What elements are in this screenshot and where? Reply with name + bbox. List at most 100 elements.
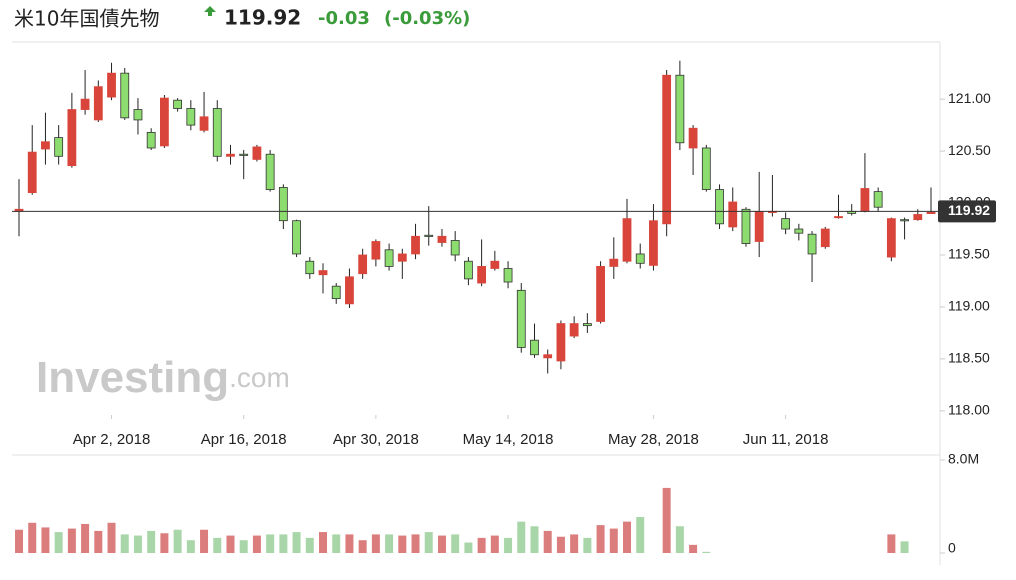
x-tick-label: Jun 11, 2018 [743, 431, 829, 448]
candle-body [635, 253, 645, 264]
volume-bar [358, 540, 367, 553]
volume-bar [28, 522, 37, 553]
candle-body [754, 210, 764, 242]
volume-bar [702, 551, 711, 553]
volume-bar [609, 528, 618, 553]
y-tick-label: 119.00 [948, 298, 990, 314]
volume-bar [173, 529, 182, 553]
volume-bar [332, 534, 341, 553]
candle-body [411, 235, 420, 255]
candle-body [199, 116, 209, 131]
volume-bar [120, 534, 129, 553]
volume-bar [623, 521, 632, 553]
chart-title: 米10年国債先物 [14, 7, 159, 31]
volume-bar [345, 534, 354, 553]
volume-bar [887, 534, 896, 553]
candle-body [120, 72, 130, 119]
volume-bar [583, 537, 592, 553]
candle-body [27, 151, 37, 194]
volume-bar [279, 534, 288, 553]
candle-body [873, 191, 883, 208]
volume-bar [107, 522, 116, 553]
candle-body [318, 270, 328, 276]
candle-body [569, 323, 579, 337]
candle-body [186, 108, 196, 126]
candle-body [345, 276, 354, 305]
candle-body [596, 266, 605, 322]
candle-body [252, 146, 262, 160]
candle-body [305, 260, 315, 275]
volume-bar [517, 521, 526, 553]
volume-bar [675, 526, 684, 553]
last-price-box [938, 200, 996, 223]
volume-bar [490, 535, 499, 553]
candle-body [649, 220, 658, 266]
candle-body [886, 218, 896, 258]
candle-body [371, 241, 381, 260]
last-price-label: 119.92 [948, 202, 990, 218]
volume-bar [54, 532, 63, 553]
volume-bar [200, 529, 209, 553]
x-tick-label: Apr 16, 2018 [201, 431, 287, 448]
candle-body [278, 187, 288, 222]
candle-body [265, 153, 275, 190]
candle-body [926, 211, 936, 214]
y-tick-label: 118.00 [948, 402, 990, 418]
volume-bar [41, 527, 50, 553]
candle-body [807, 233, 817, 255]
last-price: 119.92 [224, 6, 301, 30]
volume-bar [226, 535, 235, 553]
candle-body [212, 108, 222, 157]
candle-body [424, 234, 434, 237]
watermark-suffix: .com [229, 362, 290, 393]
volume-bar [662, 487, 671, 553]
candle-body [239, 153, 249, 156]
volume-bar [411, 534, 420, 553]
volume-bar [398, 535, 407, 553]
y-tick-label: 119.50 [948, 246, 990, 262]
candle-body [794, 228, 804, 234]
y-tick-label: 118.50 [948, 350, 990, 366]
volume-bar [186, 540, 195, 553]
candle-body [516, 289, 526, 348]
volume-bar [464, 542, 473, 553]
x-tick-label: May 14, 2018 [463, 431, 554, 448]
candle-body [93, 86, 103, 121]
candle-body [107, 72, 116, 98]
candle-body [860, 188, 870, 212]
candle-body [503, 268, 513, 283]
watermark: Investing.com [36, 353, 290, 402]
volume-tick-label: 0 [948, 540, 956, 556]
candle-body [173, 99, 183, 109]
candle-body [728, 201, 738, 228]
candle-body [530, 339, 539, 356]
volume-bar [477, 537, 486, 553]
marks [14, 60, 936, 553]
candle-body [556, 323, 566, 362]
candle-body [490, 260, 500, 269]
volume-bar [266, 534, 275, 553]
volume-bar [252, 535, 261, 553]
volume-bar [437, 535, 446, 553]
volume-bar [305, 537, 314, 553]
x-tick-label: Apr 30, 2018 [333, 431, 419, 448]
candle-body [226, 153, 235, 157]
candle-body [622, 218, 632, 262]
candle-body [913, 214, 923, 221]
volume-bar [596, 525, 605, 553]
candle-body [54, 137, 64, 157]
volume-bar [900, 541, 909, 553]
candle-body [397, 253, 407, 262]
candle-body [159, 97, 169, 147]
candle-body [820, 228, 830, 248]
volume-bar [636, 516, 645, 553]
volume-bar [292, 532, 301, 553]
candle-body [80, 98, 90, 110]
candle-body [331, 285, 341, 300]
volume-bar [530, 526, 539, 553]
candle-body [582, 323, 592, 327]
candle-body [701, 147, 711, 190]
volume-bar [239, 540, 248, 553]
candle-body [834, 216, 843, 219]
